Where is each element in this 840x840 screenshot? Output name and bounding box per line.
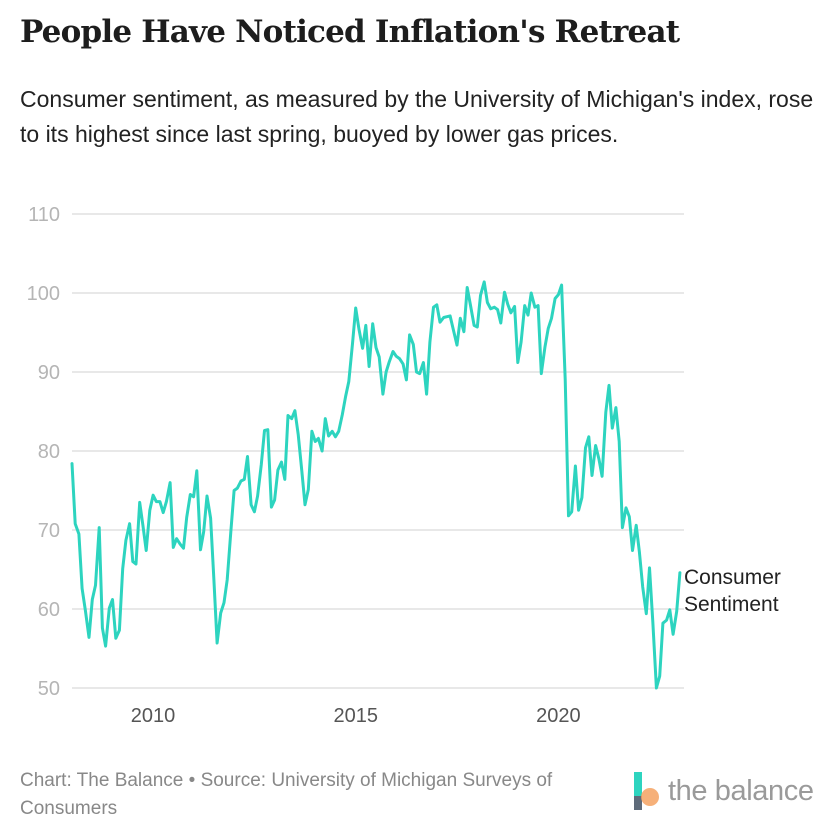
chart-subtitle: Consumer sentiment, as measured by the U… <box>20 86 814 147</box>
y-axis-ticks: 50 60 70 80 90 100 110 <box>27 204 60 700</box>
chart-title: People Have Noticed Inflation's Retreat <box>20 14 680 50</box>
consumer-sentiment-line <box>70 280 682 690</box>
series-label-line: Consumer <box>684 566 781 589</box>
y-tick-label-50: 50 <box>38 678 60 700</box>
y-tick-label-60: 60 <box>38 599 60 621</box>
x-axis-ticks: 2010 2015 2020 <box>131 705 581 727</box>
gridlines <box>72 213 684 689</box>
y-tick-label-90: 90 <box>38 362 60 384</box>
logo-text: the balance <box>668 775 814 807</box>
the-balance-logo: the balance <box>632 770 832 814</box>
source-caption: Chart: The Balance • Source: University … <box>20 770 553 819</box>
y-tick-label-70: 70 <box>38 520 60 542</box>
balance-logo-icon <box>634 772 659 810</box>
x-tick-label-2020: 2020 <box>536 705 581 727</box>
series-label-consumer-sentiment: Consumer Sentiment <box>684 566 781 616</box>
line-chart: 50 60 70 80 90 100 110 2010 2015 2020 Consumer Se… <box>27 204 781 727</box>
x-tick-label-2015: 2015 <box>333 705 378 727</box>
y-tick-label-110: 110 <box>28 204 60 226</box>
y-tick-label-80: 80 <box>38 441 60 463</box>
series-label-line: Sentiment <box>684 593 779 616</box>
x-tick-label-2010: 2010 <box>131 705 176 727</box>
y-tick-label-100: 100 <box>27 283 60 305</box>
